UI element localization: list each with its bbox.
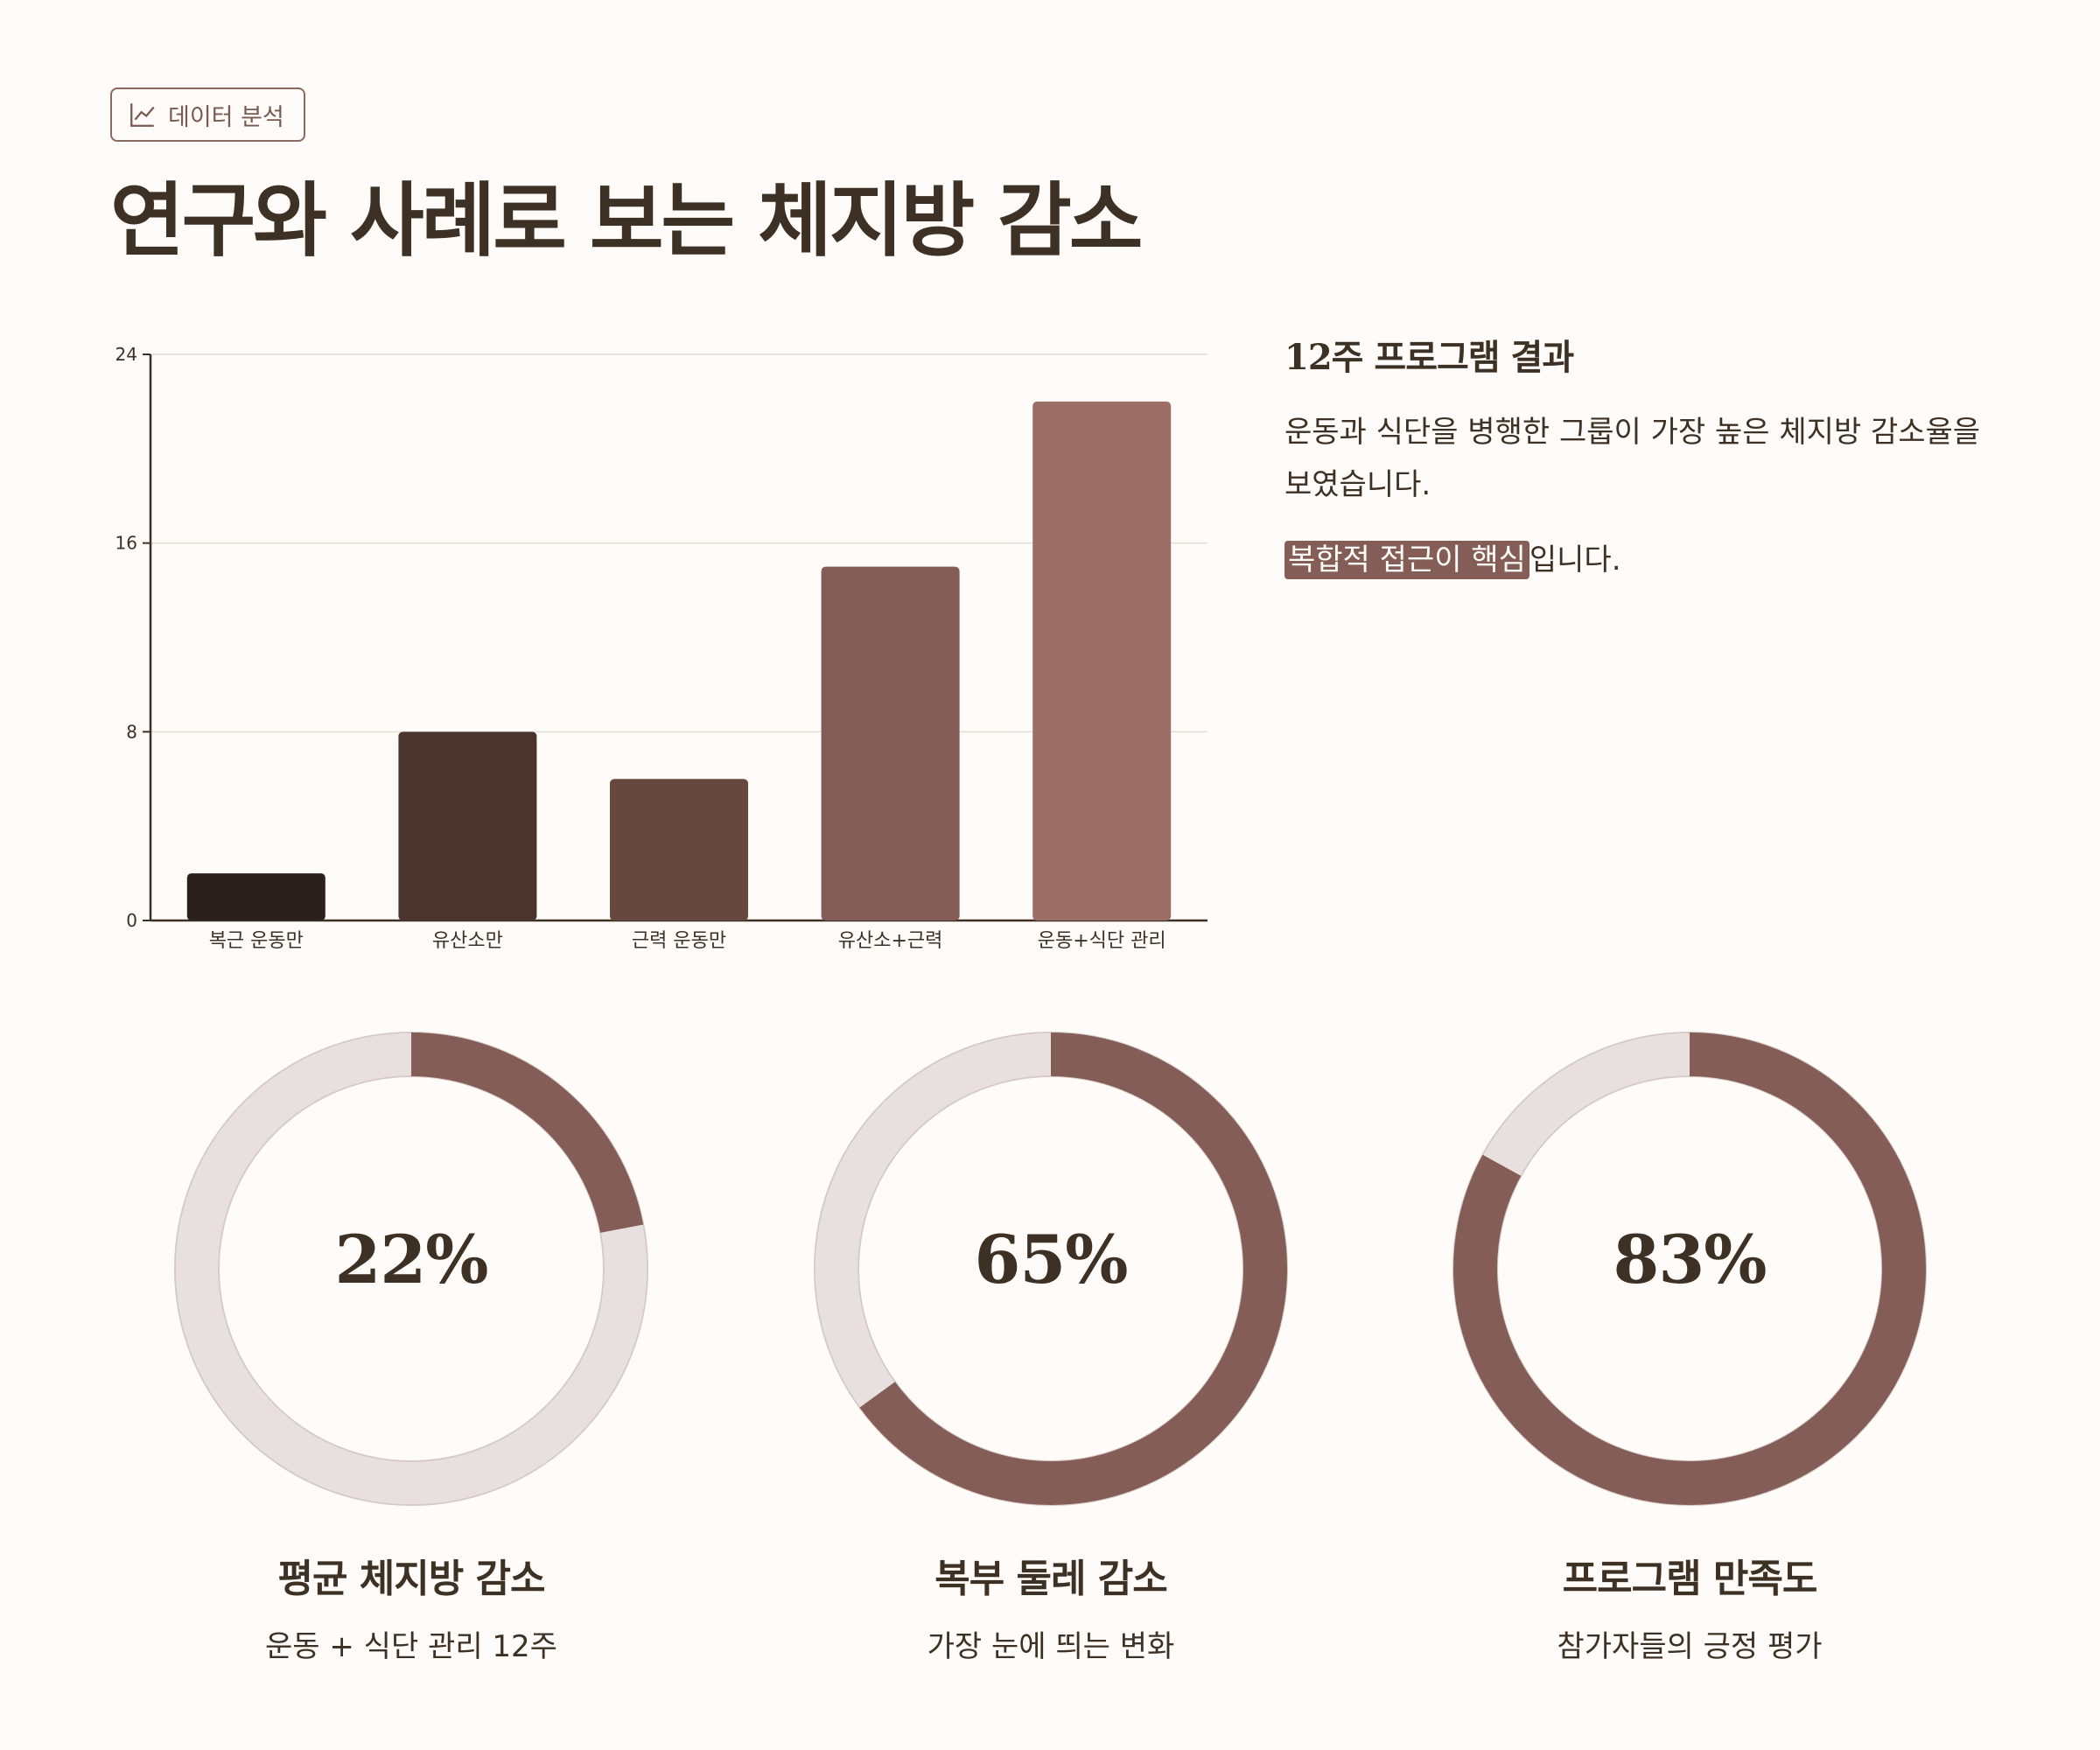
result-panel: 12주 프로그램 결과 운동과 식단을 병행한 그룹이 가장 높은 체지방 감소… [1284, 329, 2002, 586]
y-tick-label: 0 [126, 910, 137, 931]
x-tick-label: 유산소만 [432, 930, 503, 952]
x-tick-label: 근력 운동만 [632, 930, 726, 952]
page-title: 연구와 사례로 보는 체지방 감소 [110, 174, 1143, 268]
donut-subtitle: 운동 + 식단 관리 12주 [265, 1629, 557, 1664]
ring-progress [175, 1032, 648, 1505]
donut-ring [814, 1032, 1288, 1506]
ring-progress [1453, 1032, 1926, 1505]
trend-line-icon [130, 103, 155, 127]
bar [186, 873, 326, 920]
result-heading: 12주 프로그램 결과 [1284, 337, 1574, 378]
donut-ring [1452, 1032, 1927, 1506]
donut-subtitle: 가장 눈에 띄는 변화 [927, 1629, 1175, 1664]
bar [398, 732, 537, 920]
donut-percent: 22% [334, 1221, 489, 1298]
donut-percent: 83% [1613, 1221, 1768, 1298]
x-tick-label: 유산소+근력 [838, 930, 943, 952]
bar [1032, 401, 1172, 921]
donut-ring [174, 1032, 648, 1506]
bar [610, 779, 748, 920]
donut-card-fat-loss: 22% 평균 체지방 감소 운동 + 식단 관리 12주 [166, 1024, 656, 1665]
result-tail: 입니다. [1529, 542, 1621, 578]
donut-title: 평균 체지방 감소 [277, 1557, 546, 1601]
x-tick-label: 복근 운동만 [209, 930, 304, 952]
y-tick-label: 16 [116, 533, 137, 554]
donut-title: 복부 둘레 감소 [934, 1557, 1168, 1601]
donut-card-waist: 65% 복부 둘레 감소 가장 눈에 띄는 변화 [806, 1024, 1296, 1665]
donut-subtitle: 참가자들의 긍정 평가 [1557, 1629, 1823, 1664]
bar [821, 566, 960, 920]
bar-chart: 0 8 16 24 복근 운동만 유산소만 근력 운동만 유산소+근력 운동+식단 관리 [116, 344, 1208, 952]
ring-progress [815, 1032, 1287, 1505]
result-highlight: 복합적 접근이 핵심 [1284, 541, 1530, 579]
donut-title: 프로그램 만족도 [1562, 1557, 1818, 1601]
y-tick-label: 24 [116, 344, 137, 365]
y-tick-label: 8 [126, 721, 137, 742]
result-body: 운동과 식단을 병행한 그룹이 가장 높은 체지방 감소율을 보였습니다. [1284, 415, 1981, 502]
donut-card-satisfaction: 83% 프로그램 만족도 참가자들의 긍정 평가 [1445, 1024, 1935, 1665]
result-conclusion: 복합적 접근이 핵심 입니다. [1284, 534, 2002, 586]
tag-label: 데이터 분석 [168, 103, 284, 131]
donut-percent: 65% [974, 1221, 1129, 1298]
tag-badge: 데이터 분석 [110, 88, 305, 142]
x-tick-label: 운동+식단 관리 [1038, 930, 1166, 952]
